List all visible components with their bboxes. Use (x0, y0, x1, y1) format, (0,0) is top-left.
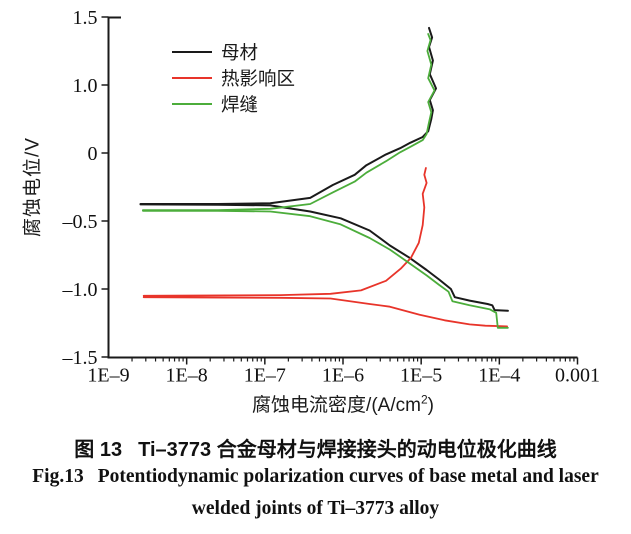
x-tick-label: 1E–7 (244, 365, 286, 387)
curve-heat-affected-zone-cathodic (142, 296, 509, 328)
x-axis-label-superscript: 2 (420, 392, 428, 407)
x-tick-label: 1E–9 (87, 365, 129, 387)
polarization-chart: 1.5 1.0 0 –0.5 –1.0 –1.51E–9 1E–8 1E–7 1E–6 1E–5 1… (62, 7, 601, 387)
caption-chinese: 图 13 Ti–3773 合金母材与焊接接头的动电位极化曲线 (0, 433, 631, 462)
legend-label-weld: 焊缝 (221, 94, 259, 115)
x-tick-label: 1E–4 (478, 365, 520, 387)
legend-line-weld (172, 103, 212, 105)
legend-line-heat-affected-zone (172, 77, 212, 79)
caption-english-line1: Fig.13 Potentiodynamic polarization curve… (0, 466, 631, 488)
legend-label-base-metal: 母材 (221, 42, 259, 63)
caption-english-line2: welded joints of Ti–3773 alloy (191, 498, 440, 519)
x-axis-label: 腐蚀电流密度/(A/cm2) (108, 390, 578, 417)
legend-item-heat-affected-zone: 热影响区 (172, 65, 295, 91)
curve-base-metal-cathodic (139, 203, 509, 312)
figure-number-zh: 图 13 (74, 439, 123, 461)
x-tick-label: 1E–6 (322, 365, 364, 387)
y-axis-label: 腐蚀电位/V (22, 137, 44, 237)
figure-number-en: Fig.13 (32, 466, 84, 487)
legend: 母材 热影响区 焊缝 (172, 39, 295, 117)
curve-weld-cathodic (141, 209, 509, 329)
x-tick-label: 1E–8 (166, 365, 208, 387)
legend-line-base-metal (172, 51, 212, 53)
y-tick-label: –1.5 (62, 347, 98, 369)
legend-item-base-metal: 母材 (172, 39, 295, 65)
figure-title-zh: Ti–3773 合金母材与焊接接头的动电位极化曲线 (138, 439, 557, 461)
y-tick-label: 0 (88, 143, 98, 165)
y-tick-label: –0.5 (62, 211, 98, 233)
legend-item-weld: 焊缝 (172, 91, 295, 117)
x-tick-label: 0.001 (555, 365, 600, 387)
y-tick-label: –1.0 (62, 279, 98, 301)
x-axis-label-close: ) (427, 395, 434, 416)
curve-heat-affected-zone-anodic (142, 167, 428, 297)
curve-weld-anodic (141, 33, 436, 212)
x-tick-label: 1E–5 (400, 365, 442, 387)
y-tick-label: 1.0 (73, 75, 98, 97)
figure-title-en: Potentiodynamic polarization curves of b… (97, 466, 599, 487)
legend-label-heat-affected-zone: 热影响区 (221, 68, 296, 89)
x-axis-label-text: 腐蚀电流密度/(A/cm (252, 395, 421, 416)
y-tick-label: 1.5 (73, 7, 98, 29)
